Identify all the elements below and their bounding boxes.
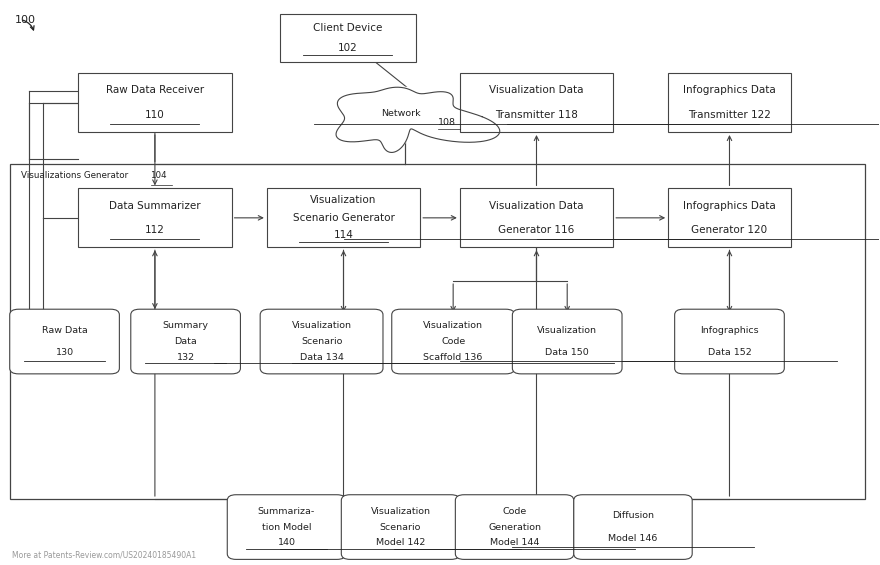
Text: Client Device: Client Device — [313, 23, 383, 33]
FancyBboxPatch shape — [574, 495, 693, 559]
Text: Network: Network — [381, 110, 421, 118]
Text: Visualizations Generator: Visualizations Generator — [21, 171, 131, 180]
Text: Visualization: Visualization — [537, 326, 598, 335]
Text: Summary: Summary — [163, 321, 209, 331]
Text: Infographics Data: Infographics Data — [683, 201, 776, 211]
Text: Scaffold 136: Scaffold 136 — [423, 353, 483, 362]
Text: Generator 120: Generator 120 — [692, 225, 767, 235]
FancyBboxPatch shape — [455, 495, 574, 559]
Text: Data 150: Data 150 — [546, 348, 589, 357]
Polygon shape — [403, 93, 468, 129]
Polygon shape — [369, 99, 441, 140]
Text: Infographics: Infographics — [700, 326, 759, 335]
FancyBboxPatch shape — [341, 495, 459, 559]
Text: Visualization Data: Visualization Data — [489, 85, 583, 95]
Text: tion Model: tion Model — [261, 523, 312, 532]
Text: Model 146: Model 146 — [608, 534, 657, 543]
Text: Visualization: Visualization — [291, 321, 352, 331]
FancyBboxPatch shape — [260, 309, 383, 374]
Text: 102: 102 — [338, 43, 358, 53]
Text: 108: 108 — [438, 118, 456, 127]
FancyBboxPatch shape — [459, 73, 613, 132]
Text: Summariza-: Summariza- — [258, 507, 315, 516]
FancyBboxPatch shape — [131, 309, 240, 374]
Polygon shape — [336, 87, 500, 153]
Text: 130: 130 — [55, 348, 74, 357]
Polygon shape — [373, 88, 436, 121]
Text: More at Patents-Review.com/US20240185490A1: More at Patents-Review.com/US20240185490… — [12, 550, 196, 559]
Text: Code: Code — [441, 337, 466, 346]
FancyBboxPatch shape — [78, 188, 231, 247]
Text: Scenario: Scenario — [380, 523, 422, 532]
FancyBboxPatch shape — [11, 164, 865, 499]
Text: 140: 140 — [277, 538, 296, 547]
FancyBboxPatch shape — [280, 14, 416, 62]
FancyBboxPatch shape — [675, 309, 784, 374]
FancyBboxPatch shape — [227, 495, 346, 559]
Text: Raw Data: Raw Data — [41, 326, 87, 335]
FancyBboxPatch shape — [459, 188, 613, 247]
Polygon shape — [345, 94, 404, 128]
Text: Model 142: Model 142 — [376, 538, 425, 547]
Text: Data: Data — [174, 337, 197, 346]
Text: Data 152: Data 152 — [708, 348, 752, 357]
Text: Transmitter 118: Transmitter 118 — [495, 110, 578, 120]
Text: Visualization Data: Visualization Data — [489, 201, 583, 211]
Text: Infographics Data: Infographics Data — [683, 85, 776, 95]
Text: 132: 132 — [177, 353, 194, 362]
FancyBboxPatch shape — [512, 309, 622, 374]
FancyBboxPatch shape — [78, 73, 231, 132]
Text: Visualization: Visualization — [423, 321, 483, 331]
Polygon shape — [324, 106, 377, 133]
Text: Raw Data Receiver: Raw Data Receiver — [106, 85, 204, 95]
Text: Data 134: Data 134 — [299, 353, 343, 362]
Text: Data Summarizer: Data Summarizer — [109, 201, 201, 211]
FancyBboxPatch shape — [668, 73, 791, 132]
FancyBboxPatch shape — [392, 309, 515, 374]
FancyBboxPatch shape — [10, 309, 120, 374]
Text: 112: 112 — [145, 225, 165, 235]
Text: 110: 110 — [145, 110, 165, 120]
Text: 114: 114 — [334, 230, 354, 240]
Text: 100: 100 — [15, 15, 35, 25]
Text: Code: Code — [502, 507, 527, 516]
Polygon shape — [432, 104, 487, 135]
Text: Scenario Generator: Scenario Generator — [292, 213, 394, 223]
Text: Model 144: Model 144 — [490, 538, 539, 547]
Text: Generation: Generation — [488, 523, 541, 532]
Text: Visualization: Visualization — [370, 507, 430, 516]
FancyBboxPatch shape — [668, 188, 791, 247]
Text: Transmitter 122: Transmitter 122 — [688, 110, 771, 120]
Text: Visualization: Visualization — [311, 195, 377, 206]
Text: Diffusion: Diffusion — [612, 511, 654, 520]
Text: Scenario: Scenario — [301, 337, 342, 346]
Text: 104: 104 — [150, 171, 167, 180]
Text: Generator 116: Generator 116 — [498, 225, 575, 235]
FancyBboxPatch shape — [267, 188, 421, 247]
